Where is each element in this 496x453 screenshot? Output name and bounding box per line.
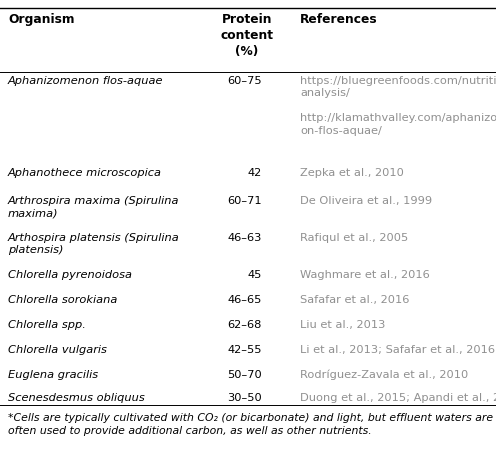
Text: *Cells are typically cultivated with CO₂ (or bicarbonate) and light, but effluen: *Cells are typically cultivated with CO₂… bbox=[8, 413, 493, 436]
Text: Aphanizomenon flos-aquae: Aphanizomenon flos-aquae bbox=[8, 76, 164, 86]
Text: Arthospira platensis (Spirulina
platensis): Arthospira platensis (Spirulina platensi… bbox=[8, 233, 180, 255]
Text: References: References bbox=[300, 13, 377, 26]
Text: 50–70: 50–70 bbox=[227, 370, 262, 380]
Text: Arthrospira maxima (Spirulina
maxima): Arthrospira maxima (Spirulina maxima) bbox=[8, 196, 180, 218]
Text: 46–63: 46–63 bbox=[228, 233, 262, 243]
Text: 62–68: 62–68 bbox=[228, 320, 262, 330]
Text: Euglena gracilis: Euglena gracilis bbox=[8, 370, 98, 380]
Text: Chlorella spp.: Chlorella spp. bbox=[8, 320, 86, 330]
Text: Safafar et al., 2016: Safafar et al., 2016 bbox=[300, 295, 409, 305]
Text: Chlorella sorokiana: Chlorella sorokiana bbox=[8, 295, 118, 305]
Text: Rafiqul et al., 2005: Rafiqul et al., 2005 bbox=[300, 233, 408, 243]
Text: Li et al., 2013; Safafar et al., 2016: Li et al., 2013; Safafar et al., 2016 bbox=[300, 345, 495, 355]
Text: 60–75: 60–75 bbox=[227, 76, 262, 86]
Text: Chlorella pyrenoidosa: Chlorella pyrenoidosa bbox=[8, 270, 132, 280]
Text: 42: 42 bbox=[248, 168, 262, 178]
Text: De Oliveira et al., 1999: De Oliveira et al., 1999 bbox=[300, 196, 432, 206]
Text: Duong et al., 2015; Apandi et al., 2017: Duong et al., 2015; Apandi et al., 2017 bbox=[300, 393, 496, 403]
Text: Scenesdesmus obliquus: Scenesdesmus obliquus bbox=[8, 393, 145, 403]
Text: Liu et al., 2013: Liu et al., 2013 bbox=[300, 320, 385, 330]
Text: Protein
content
(%): Protein content (%) bbox=[221, 13, 273, 58]
Text: Organism: Organism bbox=[8, 13, 74, 26]
Text: 42–55: 42–55 bbox=[228, 345, 262, 355]
Text: Zepka et al., 2010: Zepka et al., 2010 bbox=[300, 168, 404, 178]
Text: 45: 45 bbox=[248, 270, 262, 280]
Text: 60–71: 60–71 bbox=[227, 196, 262, 206]
Text: Aphanothece microscopica: Aphanothece microscopica bbox=[8, 168, 162, 178]
Text: Rodríguez-Zavala et al., 2010: Rodríguez-Zavala et al., 2010 bbox=[300, 370, 468, 381]
Text: https://bluegreenfoods.com/nutritional-
analysis/

http://klamathvalley.com/apha: https://bluegreenfoods.com/nutritional- … bbox=[300, 76, 496, 135]
Text: 30–50: 30–50 bbox=[227, 393, 262, 403]
Text: Waghmare et al., 2016: Waghmare et al., 2016 bbox=[300, 270, 430, 280]
Text: Chlorella vulgaris: Chlorella vulgaris bbox=[8, 345, 107, 355]
Text: 46–65: 46–65 bbox=[228, 295, 262, 305]
